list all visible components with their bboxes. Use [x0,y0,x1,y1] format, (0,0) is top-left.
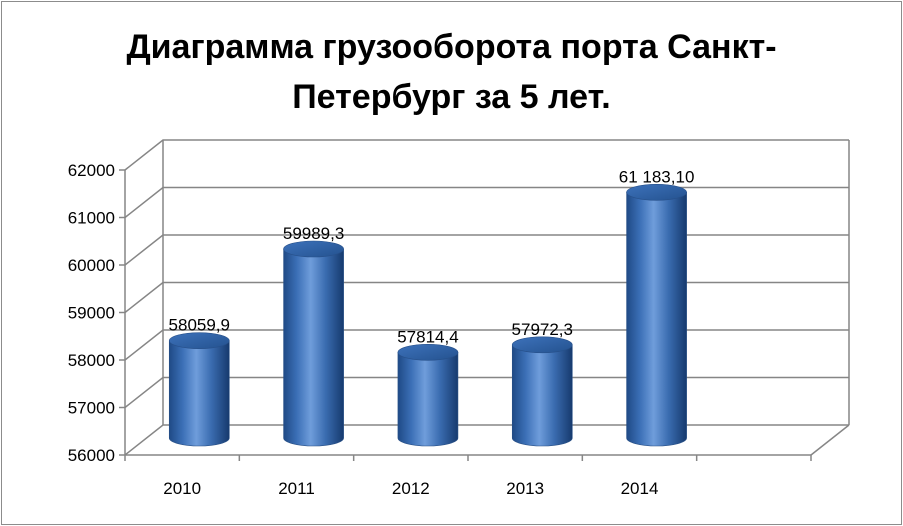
bar-top [168,332,230,349]
gridline [124,139,849,171]
bar-body [626,192,687,447]
bar [283,240,344,447]
data-label: 61 183,10 [619,167,695,186]
data-label: 58059,9 [169,316,230,335]
y-tick-label: 58000 [68,351,115,370]
bar-top [626,184,687,201]
y-tick-label: 60000 [68,256,115,275]
bar-top [283,240,344,258]
gridline [124,376,849,409]
bar-body [283,248,344,447]
y-tick-label: 61000 [68,209,115,228]
bar [626,184,687,447]
bar-top [397,344,459,361]
y-tick-label: 57000 [68,399,115,418]
bar-body [397,352,459,447]
gridline [124,424,849,456]
gridline [124,329,849,361]
bar [397,344,459,447]
bar-body [511,344,573,447]
y-tick-label: 56000 [68,446,115,465]
y-tick-label: 59000 [68,304,115,323]
bar [168,332,230,447]
x-tick-label: 2012 [392,479,430,498]
data-label: 59989,3 [283,224,344,243]
x-tick-label: 2013 [506,479,544,498]
gridline [124,234,849,266]
x-tick-label: 2014 [621,479,659,498]
x-tick-label: 2010 [163,479,201,498]
bar [511,336,573,447]
floor-right-edge [810,424,850,456]
gridline [124,186,849,219]
chart-title: Диаграмма грузооборота порта Санкт- Пете… [126,28,777,116]
bar-body [168,340,230,447]
gridline [124,281,849,314]
y-tick-label: 62000 [68,161,115,180]
data-label: 57972,3 [512,320,573,339]
data-label: 57814,4 [397,327,458,346]
x-tick-label: 2011 [278,479,315,498]
bar-top [511,336,573,354]
